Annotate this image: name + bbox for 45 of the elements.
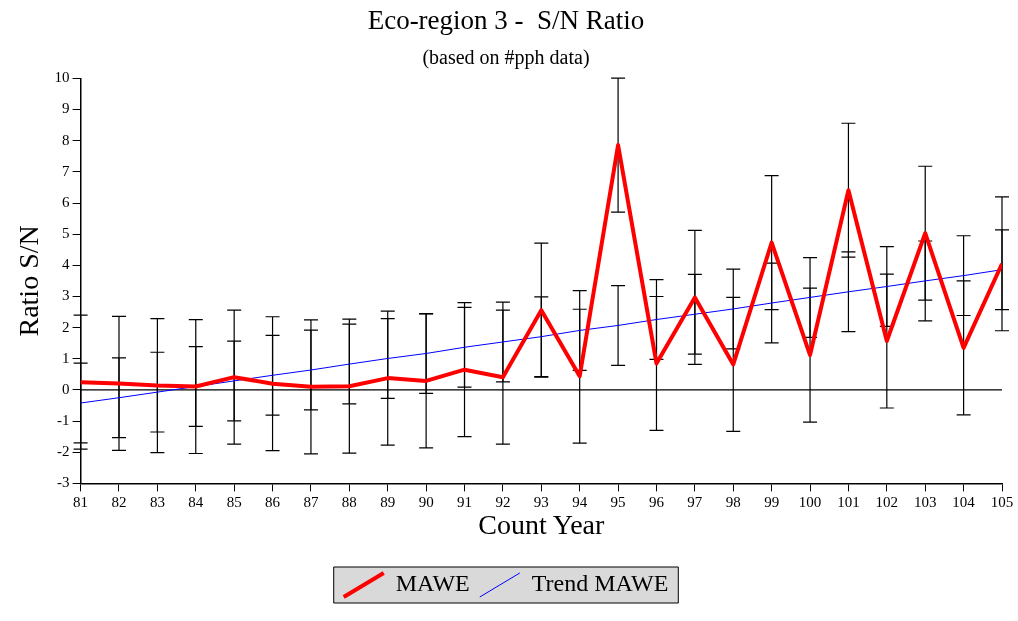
x-tick-label: 98	[725, 494, 741, 511]
y-tick-label: -2	[57, 443, 70, 460]
y-tick-label: 8	[62, 131, 70, 148]
x-tick-label: 94	[572, 494, 588, 511]
x-tick-label: 100	[798, 494, 822, 511]
x-tick-label: 105	[990, 494, 1014, 511]
y-tick-label: 9	[62, 100, 70, 117]
x-tick-label: 103	[913, 494, 937, 511]
x-tick-label: 89	[380, 494, 396, 511]
y-tick-label: 0	[62, 380, 70, 397]
x-tick-label: 82	[111, 494, 127, 511]
x-tick-label: 81	[73, 494, 89, 511]
y-tick-label: 2	[62, 318, 70, 335]
x-tick-label: 91	[457, 494, 473, 511]
x-tick-label: 96	[648, 494, 665, 511]
x-tick-label: 85	[226, 494, 242, 511]
x-tick-label: 87	[303, 494, 319, 511]
x-tick-label: 102	[875, 494, 899, 511]
x-tick-label: 97	[687, 494, 703, 511]
y-tick-label: 7	[62, 162, 71, 179]
x-tick-label: 86	[265, 494, 281, 511]
x-tick-label: 93	[533, 494, 549, 511]
y-tick-label: 4	[62, 256, 71, 273]
x-tick-label: 83	[149, 494, 165, 511]
legend-label: Trend MAWE	[531, 570, 669, 597]
x-tick-label: 101	[837, 494, 860, 511]
y-tick-label: 6	[62, 193, 71, 210]
chart-title: Eco-region 3 - S/N Ratio	[367, 5, 645, 36]
chart-subtitle: (based on #pph data)	[422, 45, 590, 69]
y-tick-label: 1	[62, 349, 70, 366]
legend-label: MAWE	[395, 570, 470, 597]
y-tick-label: 5	[62, 225, 70, 242]
x-tick-label: 88	[341, 494, 357, 511]
x-tick-label: 92	[495, 494, 511, 511]
y-tick-label: -1	[57, 412, 70, 429]
y-tick-label: 10	[54, 69, 70, 86]
x-tick-label: 84	[188, 494, 204, 511]
y-tick-label: -3	[57, 474, 70, 491]
y-axis-title: Ratio S/N	[13, 225, 45, 337]
x-tick-label: 90	[418, 494, 434, 511]
x-axis-title: Count Year	[478, 508, 605, 540]
x-tick-label: 104	[952, 494, 976, 511]
x-tick-label: 99	[764, 494, 780, 511]
y-tick-label: 3	[62, 287, 70, 304]
x-tick-label: 95	[610, 494, 626, 511]
